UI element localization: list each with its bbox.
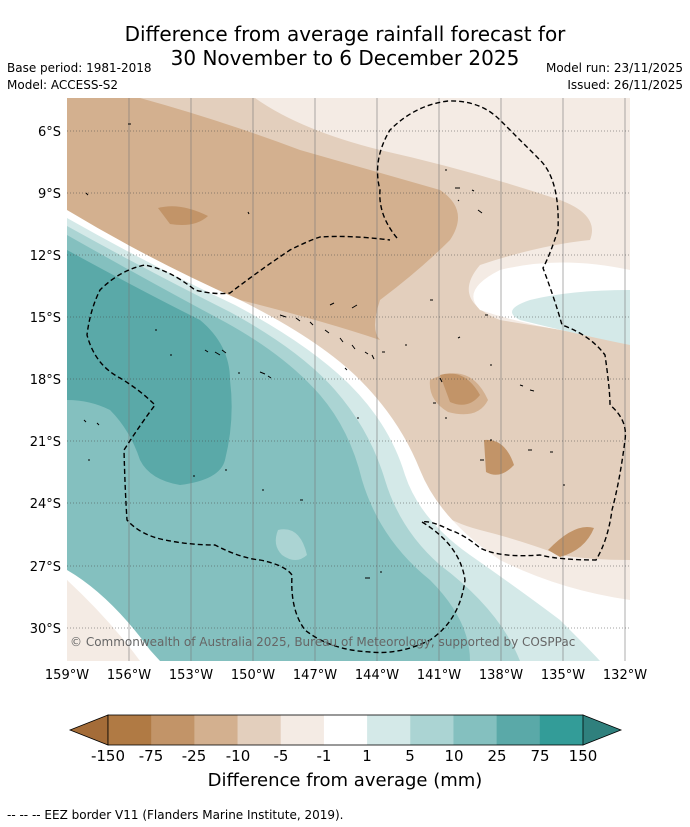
colorbar-segment: [151, 715, 195, 745]
island-cluster-east: [433, 314, 565, 486]
lat-label: 24°S: [30, 497, 61, 512]
graticule: [128, 98, 626, 661]
colorbar: -150 -75 -25 -10 -5 -1 1 5 10 25 75 150: [68, 714, 623, 765]
light-southwest-corner: [67, 580, 140, 661]
colorbar-segment: [194, 715, 239, 745]
island-scatter: [83, 367, 382, 579]
lat-label: 12°S: [30, 249, 61, 264]
colorbar-tick-label: 75: [530, 747, 549, 765]
lon-label: 153°W: [169, 668, 213, 683]
colorbar-segment: [539, 715, 584, 745]
lat-label: 30°S: [30, 622, 61, 637]
colorbar-tick-label: 10: [444, 747, 463, 765]
parallels: [67, 130, 630, 629]
lon-label: 159°W: [45, 668, 89, 683]
island-chain: [279, 299, 433, 360]
colorbar-tick-label: -1: [317, 747, 332, 765]
colorbar-tick-label: -5: [274, 747, 289, 765]
light-southwest-edge: [67, 570, 160, 661]
base-period: Base period: 1981-2018: [7, 61, 152, 75]
colorbar-segment: [108, 715, 152, 745]
colorbar-extend-right: [582, 714, 623, 746]
colorbar-tick-label: -25: [182, 747, 207, 765]
colorbar-segment: [453, 715, 498, 745]
island-group: [85, 123, 483, 215]
dry-patch-1: [158, 206, 208, 225]
lat-label: 18°S: [30, 373, 61, 388]
colorbar-labels: -150 -75 -25 -10 -5 -1 1 5 10 25 75 150: [91, 747, 597, 765]
eez-legend-note: -- -- -- EEZ border V11 (Flanders Marine…: [7, 808, 344, 822]
lon-label: 150°W: [231, 668, 275, 683]
eez-borders: [86, 100, 627, 654]
lon-label: 156°W: [107, 668, 151, 683]
lat-label: 9°S: [38, 187, 61, 202]
lat-label: 21°S: [30, 435, 61, 450]
dry-patch-4: [484, 439, 514, 475]
colorbar-tick-label: 1: [362, 747, 372, 765]
map-title: Difference from average rainfall forecas…: [0, 22, 690, 70]
lat-label: 15°S: [30, 311, 61, 326]
colorbar-tick-label: 5: [405, 747, 415, 765]
title-line-2: 30 November to 6 December 2025: [170, 46, 520, 70]
dry-patch-5: [548, 526, 594, 557]
colorbar-segment: [323, 715, 368, 745]
colorbar-segment: [237, 715, 282, 745]
lon-label: 144°W: [355, 668, 399, 683]
colorbar-frame: [107, 714, 584, 746]
lat-label: 27°S: [30, 560, 61, 575]
lon-label: 135°W: [541, 668, 585, 683]
dry-patch-3: [440, 373, 480, 405]
lat-label: 6°S: [38, 125, 61, 140]
colorbar-tick-label: -10: [226, 747, 251, 765]
map-field: [67, 98, 630, 661]
colorbar-tick-label: -75: [139, 747, 164, 765]
model-name: Model: ACCESS-S2: [7, 78, 119, 92]
model-run: Model run: 23/11/2025: [545, 61, 683, 75]
colorbar-tick-label: -150: [91, 747, 125, 765]
rainfall-map: 6°S 9°S 12°S 15°S 18°S 21°S 24°S 27°S 30…: [30, 98, 647, 765]
wet-band-east: [512, 290, 630, 345]
eez-border-south: [86, 235, 466, 654]
islands: [83, 123, 565, 579]
island-cluster-west: [155, 329, 272, 379]
colorbar-extend-left: [68, 714, 109, 746]
title-line-1: Difference from average rainfall forecas…: [124, 22, 566, 46]
lon-label: 132°W: [603, 668, 647, 683]
lon-label: 138°W: [479, 668, 523, 683]
copyright-notice: © Commonwealth of Australia 2025, Bureau…: [70, 635, 575, 649]
latitude-labels: 6°S 9°S 12°S 15°S 18°S 21°S 24°S 27°S 30…: [30, 125, 61, 637]
wet-patch: [275, 529, 307, 560]
dry-band-medium: [67, 98, 458, 340]
eez-border-north: [376, 100, 627, 561]
lon-label: 147°W: [293, 668, 337, 683]
colorbar-segment: [410, 715, 454, 745]
wet-level-4: [67, 250, 232, 485]
colorbar-segment: [280, 715, 325, 745]
colorbar-segments: [108, 715, 584, 745]
model-info-left: Base period: 1981-2018 Model: ACCESS-S2: [7, 60, 152, 94]
colorbar-tick-label: 25: [487, 747, 506, 765]
colorbar-segment: [367, 715, 411, 745]
colorbar-title: Difference from average (mm): [207, 770, 483, 791]
colorbar-segment: [496, 715, 541, 745]
model-info-right: Model run: 23/11/2025 Issued: 26/11/2025: [546, 60, 683, 94]
colorbar-tick-label: 150: [569, 747, 598, 765]
lon-label: 141°W: [417, 668, 461, 683]
issued-date: Issued: 26/11/2025: [567, 78, 683, 92]
longitude-labels: 159°W 156°W 153°W 150°W 147°W 144°W 141°…: [45, 668, 647, 683]
